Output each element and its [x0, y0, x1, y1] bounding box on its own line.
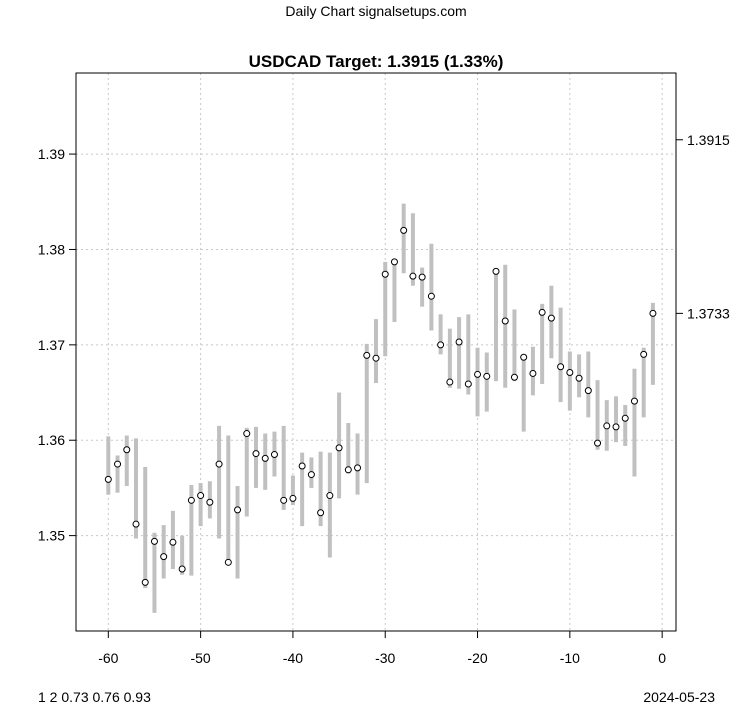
- close-point: [317, 509, 325, 517]
- close-point: [298, 462, 306, 470]
- x-tick-label: -40: [283, 650, 303, 666]
- range-bars: [106, 203, 655, 613]
- close-point: [197, 492, 205, 500]
- right-axis: 1.3915 1.3733: [676, 132, 730, 321]
- close-point: [584, 387, 592, 395]
- close-point: [566, 369, 574, 377]
- close-point: [381, 270, 389, 278]
- close-point: [594, 439, 602, 447]
- right-tick-label: 1.3733: [687, 305, 730, 321]
- chart-title: USDCAD Target: 1.3915 (1.33%): [249, 52, 504, 71]
- close-point: [141, 578, 149, 586]
- close-point: [418, 273, 426, 281]
- close-point: [243, 430, 251, 438]
- close-point: [437, 341, 445, 349]
- close-point: [280, 496, 288, 504]
- x-tick-label: -60: [98, 650, 118, 666]
- close-point: [169, 538, 177, 546]
- x-axis: -60 -50 -40 -30 -20 -10 0: [98, 631, 666, 666]
- close-point: [400, 226, 408, 234]
- close-point: [326, 492, 334, 500]
- close-point: [446, 378, 454, 386]
- close-point: [234, 506, 242, 514]
- close-point: [612, 423, 620, 431]
- close-point: [187, 496, 195, 504]
- close-point: [114, 460, 122, 468]
- close-point: [178, 565, 186, 573]
- close-point: [557, 363, 565, 371]
- close-point: [630, 397, 638, 405]
- close-point: [132, 520, 140, 528]
- close-point: [390, 258, 398, 266]
- close-point: [640, 350, 648, 358]
- close-point: [160, 553, 168, 561]
- footer-date: 2024-05-23: [643, 689, 715, 705]
- close-point: [206, 498, 214, 506]
- close-point: [575, 374, 583, 382]
- close-point: [363, 351, 371, 359]
- close-point: [261, 454, 269, 462]
- close-point: [270, 451, 278, 459]
- y-tick-label: 1.35: [38, 528, 65, 544]
- right-tick-label: 1.3915: [687, 132, 730, 148]
- close-point: [224, 558, 232, 566]
- close-points: [104, 226, 657, 586]
- close-point: [252, 450, 260, 458]
- footer-left-text: 1 2 0.73 0.76 0.93: [38, 689, 151, 705]
- close-point: [547, 314, 555, 322]
- close-point: [215, 460, 223, 468]
- close-point: [455, 338, 463, 346]
- close-point: [501, 317, 509, 325]
- close-point: [104, 475, 112, 483]
- y-tick-label: 1.37: [38, 337, 65, 353]
- close-point: [354, 464, 362, 472]
- grid-lines: [76, 73, 676, 631]
- x-tick-label: -30: [375, 650, 395, 666]
- x-tick-label: -50: [190, 650, 210, 666]
- x-tick-label: -10: [560, 650, 580, 666]
- x-tick-label: -20: [467, 650, 487, 666]
- close-point: [603, 422, 611, 430]
- close-point: [621, 414, 629, 422]
- chart-supertitle: Daily Chart signalsetups.com: [285, 3, 466, 19]
- close-point: [520, 353, 528, 361]
- close-point: [289, 494, 297, 502]
- close-point: [335, 444, 343, 452]
- y-tick-label: 1.39: [38, 146, 65, 162]
- close-point: [427, 292, 435, 300]
- close-point: [510, 373, 518, 381]
- close-point: [344, 466, 352, 474]
- close-point: [409, 272, 417, 280]
- x-tick-label: 0: [658, 650, 666, 666]
- close-point: [150, 537, 158, 545]
- y-tick-label: 1.38: [38, 241, 65, 257]
- y-tick-label: 1.36: [38, 432, 65, 448]
- close-point: [123, 446, 131, 454]
- close-point: [492, 267, 500, 275]
- close-point: [464, 380, 472, 388]
- y-axis: 1.35 1.36 1.37 1.38 1.39: [38, 146, 76, 544]
- close-point: [538, 308, 546, 316]
- close-point: [483, 372, 491, 380]
- close-point: [529, 369, 537, 377]
- close-point: [649, 309, 657, 317]
- close-point: [307, 471, 315, 479]
- plot-frame: [75, 72, 677, 632]
- close-point: [474, 370, 482, 378]
- close-point: [372, 354, 380, 362]
